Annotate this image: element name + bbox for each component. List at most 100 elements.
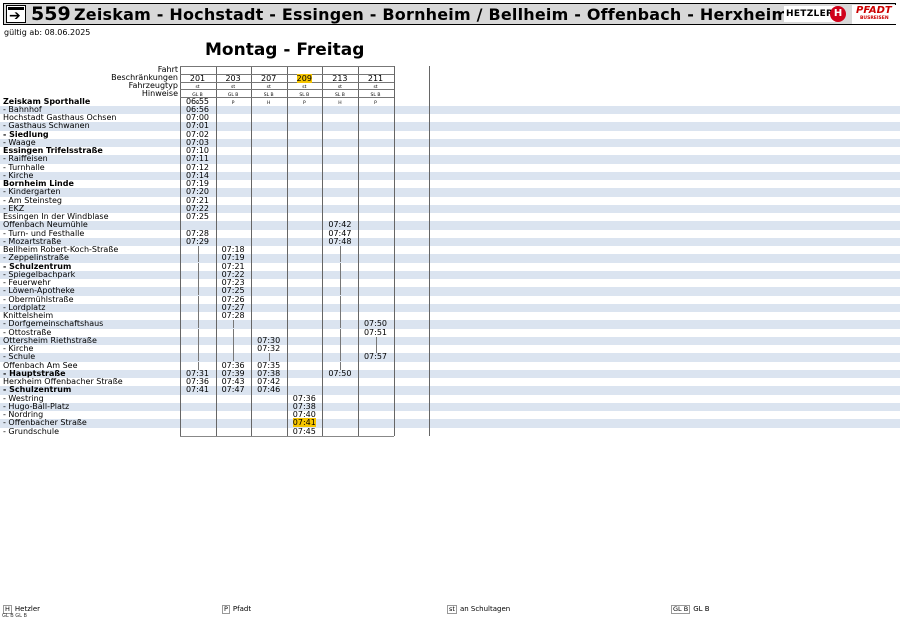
pass-through-mark — [340, 287, 342, 296]
legend-key: H — [3, 605, 12, 614]
trip-note-cell: P — [358, 89, 393, 108]
departure-time-value: 07:30 — [257, 335, 281, 345]
legend-key: P — [222, 605, 230, 614]
trip-vehicle-cell: GL B — [216, 81, 251, 100]
stop-name: - Ottostraße — [3, 327, 52, 337]
departure-time: 07:20 — [180, 187, 215, 197]
stop-row: Offenbach Neumühle 07:42 — [0, 220, 900, 230]
header-row-line — [180, 89, 394, 90]
pass-through-mark — [197, 336, 199, 345]
departure-time: 07:12 — [180, 163, 215, 173]
pass-through-mark — [340, 270, 342, 279]
trip-restriction-cell: st — [180, 73, 215, 92]
departure-time-value: 07:47 — [221, 385, 245, 395]
departure-time: 07:19 — [216, 253, 251, 263]
stop-row: - Nordring 07:40 — [0, 410, 900, 419]
stop-name: - Kirche — [3, 344, 34, 353]
header-row-line — [180, 97, 394, 98]
stop-row: - Schulzentrum 07:21 — [0, 261, 900, 272]
trip-vehicle-cell: SL B — [251, 81, 286, 100]
stop-row: Bellheim Robert-Koch-Straße 07:18 — [0, 245, 900, 254]
stop-row: Offenbach Am See 07:36 07:35 — [0, 361, 900, 370]
departure-time-value: 07:27 — [221, 302, 245, 312]
pass-through-mark — [340, 345, 342, 353]
departure-time-value: 07:45 — [292, 426, 316, 436]
column-line — [215, 66, 217, 436]
stop-name: - Dorfgemeinschaftshaus — [3, 319, 104, 329]
pass-through-mark — [197, 279, 199, 287]
stop-name: - Schulzentrum — [3, 261, 72, 271]
departure-time-value: 07:22 — [221, 269, 245, 279]
stop-name: - Am Steinsteg — [3, 195, 62, 205]
stop-name: Essingen In der Windblase — [3, 212, 109, 221]
stop-name: - Zeppelinstraße — [3, 253, 69, 263]
stop-row: - Hugo-Ball-Platz 07:38 — [0, 402, 900, 411]
trip-restriction: st — [337, 85, 342, 90]
pass-through-mark — [340, 295, 342, 304]
departure-time: 07:30 — [251, 336, 286, 346]
trip-note: H — [195, 100, 200, 106]
departure-time: 07:36 — [180, 377, 215, 387]
departure-time: 07:42 — [251, 377, 286, 387]
departure-time-value: 07:42 — [328, 220, 352, 230]
departure-time-value: 07:38 — [257, 368, 281, 378]
trip-number-cell: 213 — [322, 66, 357, 85]
pass-through-mark — [340, 320, 342, 329]
trip-number-cell: 203 — [216, 66, 251, 85]
label-restrictions: Beschränkungen — [111, 73, 178, 82]
pass-through-mark — [340, 254, 342, 263]
pass-through-mark — [375, 336, 377, 345]
label-vehicle: Fahrzeugtyp — [128, 81, 178, 90]
departure-time: 07:38 — [251, 369, 286, 379]
departure-time: 07:28 — [180, 229, 215, 239]
stop-row: - Offenbacher Straße 07:41 — [0, 418, 900, 428]
stop-row: Herxheim Offenbacher Straße 07:36 07:43 07:… — [0, 377, 900, 387]
departure-time: 07:22 — [216, 270, 251, 280]
stop-row: - Raiffeisen 07:11 — [0, 154, 900, 164]
stop-name: - Mozartstraße — [3, 236, 62, 246]
trip-restriction-cell: st — [358, 73, 393, 92]
pass-through-mark — [340, 353, 342, 362]
departure-time-value: 07:46 — [257, 385, 281, 395]
pass-through-mark — [197, 361, 199, 370]
hetzler-logo: HETZLER — [784, 6, 836, 22]
valid-from: gültig ab: 08.06.2025 — [4, 28, 91, 37]
pass-through-mark — [233, 353, 235, 362]
departure-time: 07:26 — [216, 295, 251, 305]
pass-through-mark — [340, 361, 342, 370]
departure-time-value: 07:25 — [221, 286, 245, 296]
trip-note: H — [338, 100, 342, 106]
departure-time: 07:57 — [358, 352, 393, 362]
trip-note-cell: H — [251, 89, 286, 108]
stop-name: Zeiskam Sporthalle — [3, 96, 91, 106]
trip-vehicle: GL B — [192, 93, 203, 98]
trip-vehicle-cell: GL B — [180, 81, 215, 100]
stop-row: - Kirche 07:32 — [0, 344, 900, 353]
trip-note: H — [266, 100, 271, 106]
pass-through-mark — [197, 262, 199, 271]
column-line — [322, 66, 324, 436]
stop-row: - Gasthaus Schwanen 07:01 — [0, 121, 900, 131]
departure-time-value: 07:41 — [185, 385, 210, 395]
trip-vehicle-cell: SL B — [358, 81, 393, 100]
departure-time: 07:43 — [216, 377, 251, 387]
trip-note: P — [374, 100, 377, 106]
label-notes: Hinweise — [141, 89, 178, 98]
departure-time: 07:39 — [216, 369, 251, 379]
departure-time-value: 07:25 — [185, 212, 210, 221]
stop-name: - Siedlung — [3, 129, 49, 139]
departure-time-value: 07:19 — [221, 253, 245, 263]
departure-time-value: 07:19 — [185, 179, 210, 188]
header-row-line — [180, 66, 394, 67]
legend-key: st — [447, 605, 457, 614]
pass-through-mark — [340, 328, 342, 337]
trip-note: P — [302, 100, 306, 106]
stop-name: - Feuerwehr — [3, 278, 51, 287]
trip-note-cell: H — [180, 89, 215, 108]
departure-time: 07:21 — [216, 262, 251, 272]
legend-text: GL B — [693, 605, 710, 613]
stop-row: - Bahnhof 06:56 — [0, 105, 900, 114]
stop-name: Ottersheim Riethstraße — [3, 335, 97, 345]
trip-restriction: st — [266, 85, 271, 90]
column-line — [393, 66, 395, 436]
